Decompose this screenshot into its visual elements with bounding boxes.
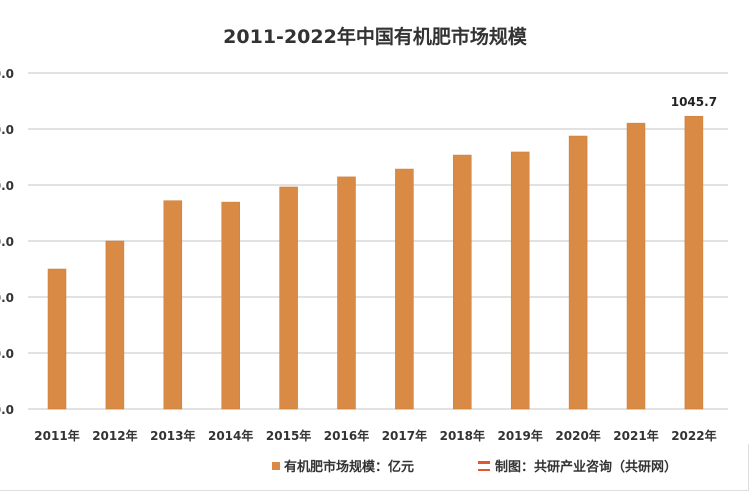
legend: 有机肥市场规模：亿元 [272, 456, 414, 475]
bar [395, 168, 414, 410]
x-tick-label: 2017年 [382, 428, 427, 443]
x-tick-label: 2022年 [671, 428, 716, 443]
bar [221, 201, 240, 410]
x-tick-label: 2013年 [150, 428, 195, 443]
x-tick-label: 2018年 [440, 428, 485, 443]
y-tick-label: 600.0 [0, 235, 14, 249]
bar [626, 122, 646, 410]
y-tick-label: 1000.0 [0, 123, 14, 137]
bar [105, 240, 125, 410]
bar [47, 268, 67, 410]
x-tick-label: 2014年 [208, 428, 253, 443]
credit: 制图：共研产业咨询（共研网） [478, 456, 677, 475]
chart-title: 2011-2022年中国有机肥市场规模 [223, 26, 527, 48]
y-tick-label: 0.0 [0, 403, 14, 417]
x-tick-label: 2011年 [34, 428, 79, 443]
y-tick-label: 400.0 [0, 291, 14, 305]
x-tick-label: 2021年 [613, 428, 658, 443]
legend-frame [0, 444, 749, 491]
y-tick-label: 200.0 [0, 347, 14, 361]
x-tick-label: 2016年 [324, 428, 369, 443]
data-label: 1045.7 [671, 95, 717, 109]
legend-label: 有机肥市场规模：亿元 [284, 460, 415, 475]
bar [684, 115, 704, 410]
bar [510, 151, 530, 410]
bar [279, 186, 298, 410]
legend-swatch [272, 461, 280, 470]
bar [337, 176, 356, 410]
credit-text: 制图：共研产业咨询（共研网） [495, 460, 678, 475]
x-tick-label: 2020年 [555, 428, 600, 443]
bar [568, 135, 588, 410]
x-tick-label: 2015年 [266, 428, 311, 443]
x-tick-label: 2019年 [497, 428, 542, 443]
y-tick-label: 1200.0 [0, 67, 14, 81]
y-tick-label: 800.0 [0, 179, 14, 193]
bar [163, 200, 183, 410]
bar-chart: 0.0 200.0 400.0 600.0 800.0 1000.0 1200.0 2011年… [0, 67, 728, 443]
bar [453, 154, 472, 410]
x-tick-label: 2012年 [92, 428, 137, 443]
credit-icon [478, 460, 490, 471]
